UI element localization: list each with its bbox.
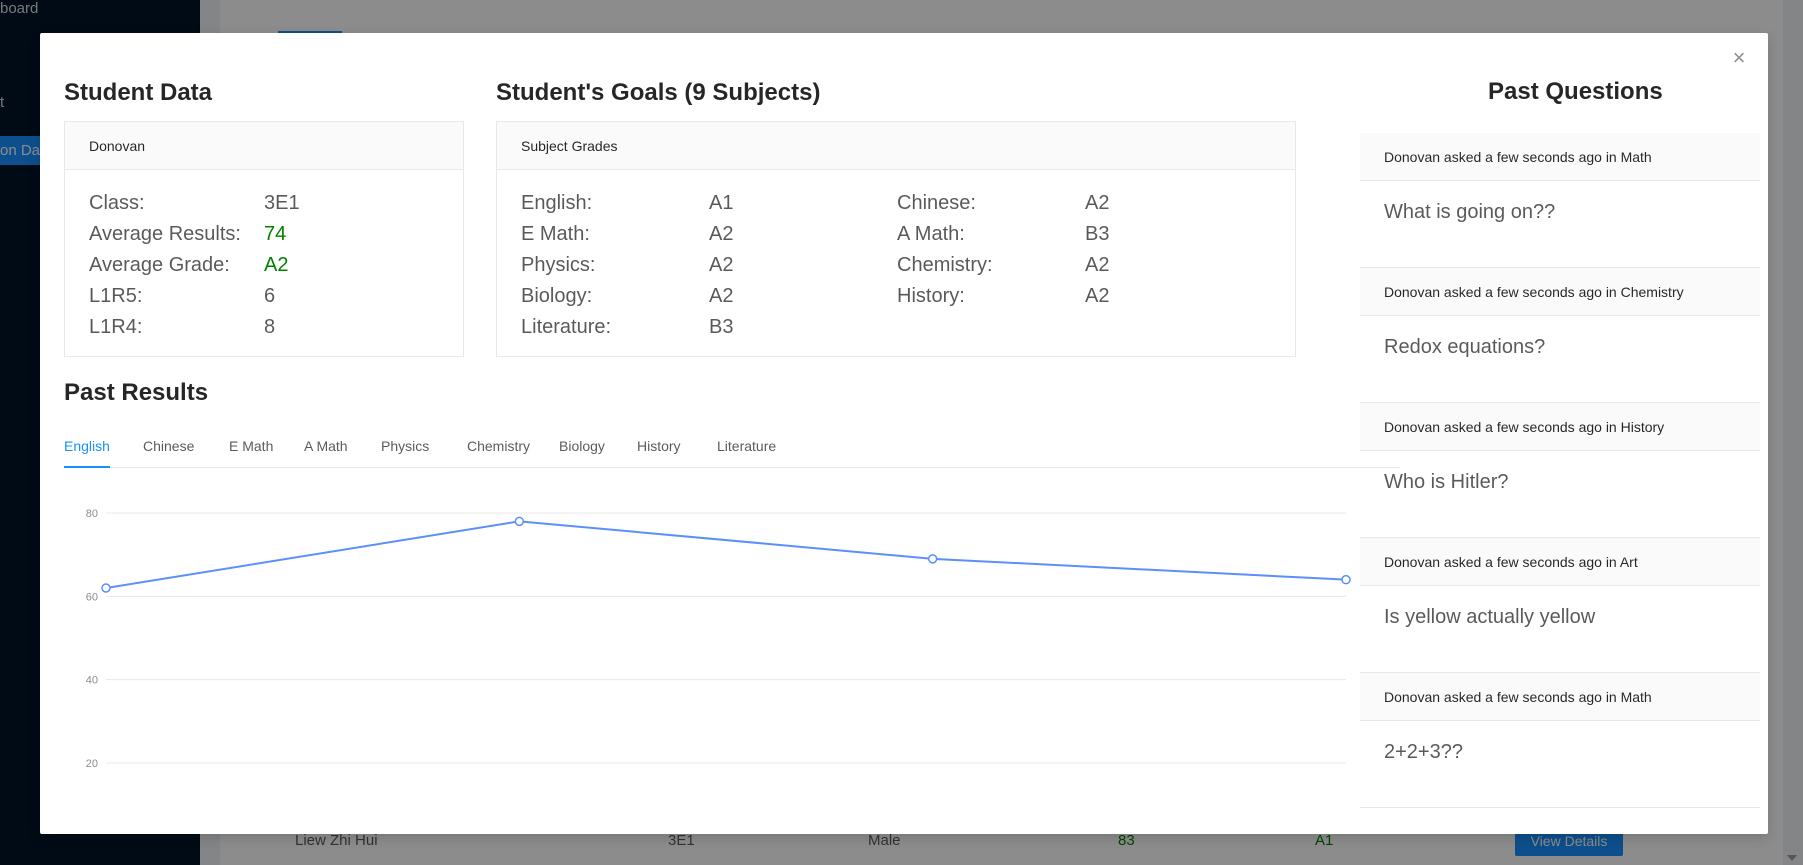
subject-goal-grade: A2 bbox=[1085, 254, 1110, 276]
goals-title: Student's Goals (9 Subjects) bbox=[496, 79, 821, 106]
question-meta: Donovan asked a few seconds ago in Chemi… bbox=[1360, 268, 1760, 316]
scroll-down-arrow-icon[interactable] bbox=[1787, 855, 1797, 861]
tab-literature[interactable]: Literature bbox=[717, 438, 777, 454]
subject-goal-grade: B3 bbox=[1085, 223, 1110, 245]
y-tick-label: 20 bbox=[86, 758, 98, 770]
tab-biology[interactable]: Biology bbox=[559, 438, 605, 454]
past-questions-list: Donovan asked a few seconds ago in Math W… bbox=[1360, 133, 1760, 834]
question-card[interactable]: Donovan asked a few seconds ago in Math 2… bbox=[1360, 673, 1760, 808]
tab-english[interactable]: English bbox=[64, 423, 110, 468]
field-l1r4: L1R4: 8 bbox=[89, 316, 276, 338]
subject-tabs: English Chinese E Math A Math Physics Chemist… bbox=[64, 423, 1400, 468]
student-data-card: Donovan Class: 3E1 Average Results: 74 Ave… bbox=[64, 121, 464, 357]
past-results-title: Past Results bbox=[64, 379, 209, 406]
y-tick-label: 80 bbox=[86, 508, 98, 520]
subject-goal-label: Biology: bbox=[521, 285, 593, 307]
field-class: Class: 3E1 bbox=[89, 192, 300, 214]
student-data-title: Student Data bbox=[64, 79, 213, 106]
data-point[interactable] bbox=[101, 583, 111, 593]
tab-physics[interactable]: Physics bbox=[381, 438, 430, 454]
data-point[interactable] bbox=[1341, 574, 1351, 585]
field-l1r5: L1R5: 6 bbox=[89, 285, 276, 307]
question-text: What is going on?? bbox=[1384, 201, 1556, 223]
student-data-fields: Class: 3E1 Average Results: 74 Average Gra… bbox=[65, 170, 463, 361]
subject-grades-grid: English: A1 Chinese: A2 E Math: A2 A Math: B3 Ph… bbox=[521, 188, 1271, 343]
subject-goal-grade: A2 bbox=[1085, 285, 1110, 307]
subject-goal-grade: A2 bbox=[709, 285, 734, 307]
subject-goal-label: Literature: bbox=[521, 316, 612, 338]
question-text: Is yellow actually yellow bbox=[1384, 606, 1596, 628]
question-text: Who is Hitler? bbox=[1384, 471, 1509, 493]
data-point[interactable] bbox=[514, 516, 525, 527]
tab-chinese[interactable]: Chinese bbox=[143, 438, 195, 454]
question-text: Redox equations? bbox=[1384, 336, 1546, 358]
sidebar-item-dashboard[interactable]: board bbox=[0, 0, 39, 17]
question-text: 2+2+3?? bbox=[1384, 741, 1463, 763]
question-meta: Donovan asked a few seconds ago in Art bbox=[1360, 538, 1760, 586]
subject-goal-label: A Math: bbox=[897, 223, 965, 245]
subject-goal-label: Physics: bbox=[521, 254, 596, 276]
background-active-tab-indicator bbox=[278, 31, 342, 34]
field-average-grade: Average Grade: A2 bbox=[89, 254, 289, 276]
subject-goal-grade: A2 bbox=[1085, 192, 1110, 214]
tab-a-math[interactable]: A Math bbox=[304, 438, 348, 454]
subject-goal-label: Chinese: bbox=[897, 192, 976, 214]
question-meta: Donovan asked a few seconds ago in Math bbox=[1360, 133, 1760, 181]
row-grade: A1 bbox=[1315, 832, 1334, 849]
subject-goal-label: Chemistry: bbox=[897, 254, 993, 276]
y-tick-label: 40 bbox=[86, 675, 98, 687]
question-card[interactable]: Donovan asked a few seconds ago in Math W… bbox=[1360, 133, 1760, 268]
past-questions-title: Past Questions bbox=[1488, 78, 1663, 105]
row-name: Liew Zhi Hui bbox=[295, 832, 378, 849]
y-tick-label: 60 bbox=[86, 591, 98, 603]
subject-grades-header: Subject Grades bbox=[497, 122, 1295, 170]
subject-grades-list: English: A1 Chinese: A2 E Math: A2 A Math: B3 Ph… bbox=[497, 170, 1295, 361]
tab-chemistry[interactable]: Chemistry bbox=[467, 438, 531, 454]
subject-goal-grade: A1 bbox=[709, 192, 734, 214]
question-meta: Donovan asked a few seconds ago in Histo… bbox=[1360, 403, 1760, 451]
subject-goal-grade: A2 bbox=[709, 223, 734, 245]
subject-goal-grade: B3 bbox=[709, 316, 734, 338]
table-row: Liew Zhi Hui 3E1 Male 83 A1 bbox=[220, 826, 1783, 856]
student-name: Donovan bbox=[65, 122, 463, 170]
subject-goal-label: History: bbox=[897, 285, 965, 307]
subject-goal-label: English: bbox=[521, 192, 593, 214]
question-meta: Donovan asked a few seconds ago in Math bbox=[1360, 673, 1760, 721]
question-card[interactable]: Donovan asked a few seconds ago in Chemi… bbox=[1360, 268, 1760, 403]
series-line bbox=[105, 520, 1347, 589]
question-card[interactable]: Donovan asked a few seconds ago in Art Is… bbox=[1360, 538, 1760, 673]
data-point[interactable] bbox=[927, 554, 938, 564]
subject-goal-grade: A2 bbox=[709, 254, 734, 276]
question-card[interactable]: Donovan asked a few seconds ago in Histo… bbox=[1360, 403, 1760, 538]
past-results-chart: 20 40 60 80 bbox=[86, 508, 1351, 770]
tab-history[interactable]: History bbox=[637, 438, 681, 454]
subject-goal-label: E Math: bbox=[521, 223, 590, 245]
field-average-results: Average Results: 74 bbox=[89, 223, 287, 245]
sidebar-item-student[interactable]: t bbox=[0, 94, 5, 111]
tab-e-math[interactable]: E Math bbox=[229, 438, 274, 454]
row-class: 3E1 bbox=[668, 832, 695, 849]
goals-card: Subject Grades English: A1 Chinese: A2 E Mat… bbox=[496, 121, 1296, 357]
row-score: 83 bbox=[1118, 832, 1135, 849]
student-details-modal: × Student Data Donovan Class: 3E1 Average… bbox=[40, 33, 1768, 834]
close-icon[interactable]: × bbox=[1732, 45, 1746, 70]
row-gender: Male bbox=[868, 832, 901, 849]
